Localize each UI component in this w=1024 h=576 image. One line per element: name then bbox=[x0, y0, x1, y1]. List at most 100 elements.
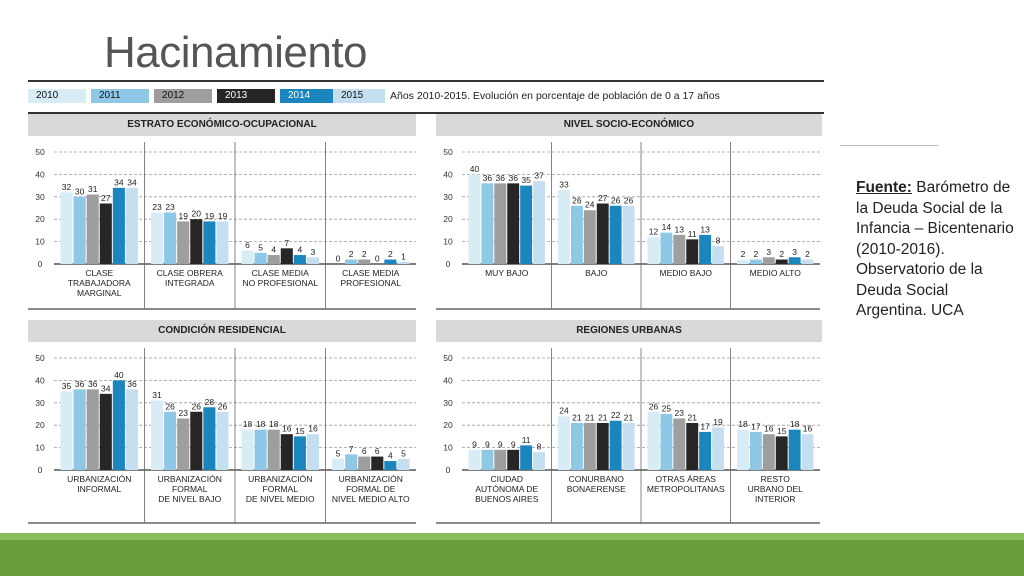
y-tick-label: 0 bbox=[38, 465, 43, 475]
data-label: 5 bbox=[258, 242, 263, 252]
y-tick-label: 20 bbox=[35, 214, 45, 224]
data-label: 0 bbox=[336, 254, 341, 264]
data-label: 23 bbox=[165, 202, 175, 212]
decorative-line bbox=[840, 145, 938, 146]
data-label: 5 bbox=[336, 448, 341, 458]
data-label: 9 bbox=[498, 439, 503, 449]
category-label: AUTÓNOMA DE bbox=[475, 484, 538, 494]
bar bbox=[60, 391, 73, 470]
data-label: 21 bbox=[598, 412, 608, 422]
category-label: PROFESIONAL bbox=[341, 278, 402, 288]
data-label: 21 bbox=[572, 412, 582, 422]
bar bbox=[660, 232, 673, 264]
bar bbox=[177, 418, 190, 470]
panel-title: ESTRATO ECONÓMICO-OCUPACIONAL bbox=[28, 114, 416, 136]
chart-panel-regiones: REGIONES URBANAS 0 10 20 30 40 50 9 9 9 9 11 8 CIUDA… bbox=[436, 320, 824, 524]
bar bbox=[112, 380, 125, 470]
bar bbox=[749, 259, 762, 264]
legend-swatch bbox=[217, 89, 275, 103]
bar bbox=[801, 434, 814, 470]
bar bbox=[596, 422, 609, 470]
data-label: 40 bbox=[470, 164, 480, 174]
panel-title: NIVEL SOCIO-ECONÓMICO bbox=[436, 114, 822, 136]
bar bbox=[164, 411, 177, 470]
bar bbox=[570, 205, 583, 264]
category-label: MEDIO BAJO bbox=[660, 268, 713, 278]
bar bbox=[151, 400, 164, 470]
data-label: 7 bbox=[284, 238, 289, 248]
data-label: 34 bbox=[114, 177, 124, 187]
bar bbox=[384, 259, 397, 264]
data-label: 34 bbox=[101, 383, 111, 393]
legend-label: 2010 bbox=[36, 90, 59, 101]
y-tick-label: 30 bbox=[443, 398, 453, 408]
data-label: 4 bbox=[388, 451, 393, 461]
bar bbox=[673, 418, 686, 470]
data-label: 9 bbox=[511, 439, 516, 449]
data-label: 19 bbox=[218, 211, 228, 221]
data-label: 40 bbox=[114, 370, 124, 380]
data-label: 8 bbox=[537, 442, 542, 452]
data-label: 23 bbox=[675, 408, 685, 418]
data-label: 4 bbox=[271, 245, 276, 255]
bar bbox=[241, 429, 254, 470]
bar bbox=[151, 212, 164, 264]
y-tick-label: 40 bbox=[35, 169, 45, 179]
category-label: DE NIVEL MEDIO bbox=[246, 494, 315, 504]
bar bbox=[647, 411, 660, 470]
data-label: 2 bbox=[362, 249, 367, 259]
bar bbox=[73, 389, 86, 470]
data-label: 36 bbox=[496, 173, 506, 183]
bar bbox=[494, 183, 507, 264]
category-label: MEDIO ALTO bbox=[750, 268, 802, 278]
data-label: 36 bbox=[483, 173, 493, 183]
data-label: 36 bbox=[508, 173, 518, 183]
category-label: URBANIZACIÓN bbox=[158, 474, 222, 484]
chart-figure: 2010 2011 2012 2013 2014 2015 Años 2010-… bbox=[28, 80, 824, 524]
bar bbox=[647, 237, 660, 264]
data-label: 0 bbox=[375, 254, 380, 264]
data-label: 17 bbox=[751, 421, 761, 431]
category-label: METROPOLITANAS bbox=[647, 484, 725, 494]
legend-label: 2012 bbox=[162, 90, 185, 101]
data-label: 16 bbox=[308, 424, 318, 434]
bar bbox=[216, 221, 229, 264]
panel-title: CONDICIÓN RESIDENCIAL bbox=[28, 320, 416, 342]
data-label: 18 bbox=[790, 419, 800, 429]
bar bbox=[371, 456, 384, 470]
category-label: CONURBANO bbox=[569, 474, 625, 484]
data-label: 7 bbox=[349, 444, 354, 454]
category-label: INTEGRADA bbox=[165, 278, 215, 288]
bar bbox=[60, 192, 73, 264]
bar bbox=[749, 431, 762, 470]
legend-swatch bbox=[154, 89, 212, 103]
data-label: 16 bbox=[803, 424, 813, 434]
footer-bar bbox=[0, 533, 1024, 576]
data-label: 2 bbox=[754, 249, 759, 259]
legend-swatch bbox=[280, 89, 338, 103]
data-label: 11 bbox=[522, 435, 531, 445]
bar bbox=[332, 458, 345, 470]
bar bbox=[481, 449, 494, 470]
y-tick-label: 0 bbox=[446, 465, 451, 475]
chart-panel-estrato: ESTRATO ECONÓMICO-OCUPACIONAL 0 10 20 30 40 5… bbox=[28, 114, 420, 310]
bar bbox=[86, 389, 99, 470]
data-label: 31 bbox=[152, 390, 162, 400]
data-label: 21 bbox=[585, 412, 595, 422]
category-label: CLASE OBRERA bbox=[157, 268, 223, 278]
bar bbox=[533, 181, 545, 264]
data-label: 26 bbox=[649, 401, 659, 411]
y-tick-label: 10 bbox=[35, 237, 45, 247]
y-tick-label: 40 bbox=[443, 169, 453, 179]
bar bbox=[737, 259, 749, 264]
data-label: 2 bbox=[805, 249, 810, 259]
category-label: DE NIVEL BAJO bbox=[158, 494, 221, 504]
bar bbox=[267, 429, 280, 470]
data-label: 34 bbox=[127, 177, 137, 187]
legend: 2010 2011 2012 2013 2014 2015 Años 2010-… bbox=[28, 80, 824, 114]
data-label: 19 bbox=[178, 211, 188, 221]
bar bbox=[164, 212, 177, 264]
legend-swatch bbox=[91, 89, 149, 103]
